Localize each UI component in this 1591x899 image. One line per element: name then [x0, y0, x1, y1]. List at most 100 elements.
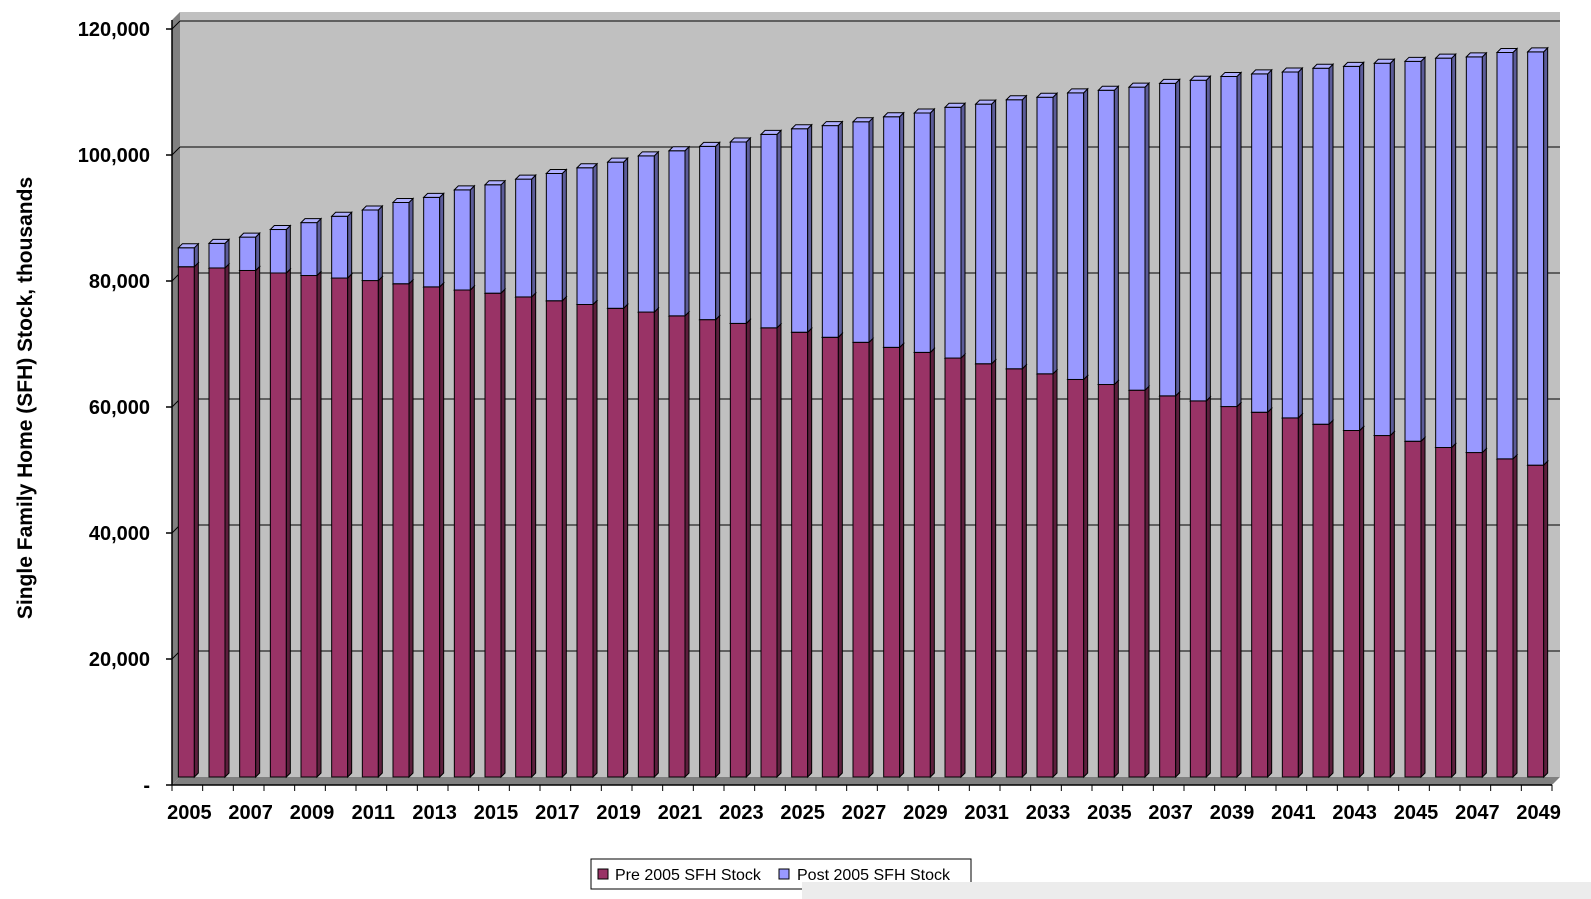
- gridline: [171, 146, 181, 156]
- bar-pre-2005: [545, 295, 568, 779]
- bar-pre-2005-front: [791, 331, 809, 778]
- bar-post-2005-side: [1205, 75, 1211, 403]
- bar-post-2005-top: [606, 157, 629, 163]
- bar-pre-2005-side: [377, 275, 383, 779]
- bar-pre-2005-front: [1496, 458, 1514, 778]
- bar-pre-2005: [637, 306, 660, 779]
- bar-pre-2005-front: [208, 267, 226, 778]
- bar-post-2005-top: [269, 225, 292, 231]
- bar-pre-2005-side: [1083, 374, 1089, 779]
- bar-pre-2005-front: [1097, 384, 1115, 778]
- bar-post-2005-side: [1052, 92, 1058, 376]
- bar-post-2005-top: [667, 146, 691, 152]
- bar-pre-2005: [790, 327, 813, 779]
- bar-post-2005-side: [1420, 56, 1426, 443]
- bar-post-2005-front: [1159, 82, 1177, 397]
- bar-post-2005: [1097, 85, 1120, 386]
- bar-post-2005-side: [561, 168, 567, 302]
- bar-pre-2005: [698, 314, 721, 779]
- bar-post-2005-side: [377, 204, 383, 282]
- bar-post-2005: [207, 238, 231, 270]
- x-tick-label: 2023: [719, 802, 764, 824]
- bar-pre-2005-side: [1328, 418, 1334, 779]
- bar-pre-2005-side: [1451, 442, 1457, 779]
- bar-pre-2005-front: [1404, 440, 1422, 778]
- bar-pre-2005-side: [1236, 401, 1242, 779]
- bar-pre-2005: [1035, 368, 1059, 779]
- bar-post-2005: [974, 98, 997, 365]
- bar-post-2005-side: [1512, 47, 1518, 461]
- bar-post-2005: [698, 141, 721, 321]
- bar-pre-2005-front: [760, 327, 778, 778]
- bar-post-2005: [391, 197, 415, 285]
- bar-post-2005-front: [1527, 51, 1545, 466]
- bar-post-2005-top: [1097, 85, 1120, 91]
- bar-pre-2005: [1311, 418, 1335, 779]
- bar-post-2005-front: [607, 161, 625, 309]
- bar-pre-2005-side: [1543, 459, 1549, 779]
- bar-pre-2005: [759, 322, 783, 779]
- bar-post-2005: [545, 168, 568, 302]
- bar-pre-2005: [1158, 390, 1181, 779]
- bar-post-2005: [821, 120, 844, 339]
- bar-post-2005-front: [545, 172, 563, 302]
- x-tick-label: 2031: [964, 802, 1009, 824]
- bar-pre-2005-front: [1159, 395, 1177, 778]
- bar-post-2005-side: [255, 231, 261, 272]
- bar-post-2005-top: [790, 124, 813, 130]
- bar-pre-2005-front: [1005, 368, 1023, 778]
- bars: [177, 46, 1549, 779]
- bar-post-2005-top: [1127, 82, 1151, 88]
- bar-pre-2005: [943, 352, 967, 779]
- bar-pre-2005-front: [1067, 378, 1085, 778]
- bar-pre-2005-side: [1113, 379, 1119, 779]
- bar-post-2005-side: [347, 211, 353, 280]
- bar-pre-2005-side: [1205, 395, 1211, 779]
- bar-pre-2005: [391, 278, 415, 779]
- bar-post-2005-top: [1495, 48, 1519, 53]
- bar-pre-2005: [1434, 442, 1457, 779]
- bar-post-2005: [790, 123, 813, 334]
- bar-post-2005-front: [177, 247, 195, 268]
- bar-pre-2005-front: [1312, 423, 1330, 778]
- bar-post-2005-front: [208, 242, 226, 269]
- bar-post-2005-side: [500, 179, 506, 295]
- x-tick-label: 2021: [658, 802, 703, 824]
- bar-post-2005-side: [1236, 71, 1242, 408]
- x-tick-label: 2005: [167, 802, 212, 824]
- bar-post-2005: [759, 129, 783, 330]
- bar-pre-2005-side: [653, 306, 659, 779]
- x-tick-label: 2041: [1271, 802, 1316, 824]
- bar-post-2005-front: [484, 184, 502, 294]
- bar-pre-2005-side: [807, 327, 813, 779]
- bar-pre-2005-side: [684, 310, 690, 779]
- bar-post-2005-front: [1435, 57, 1453, 449]
- bar-post-2005-top: [1311, 63, 1335, 69]
- bar-pre-2005-front: [300, 275, 318, 778]
- bar-post-2005-front: [1189, 79, 1207, 402]
- bar-post-2005: [1127, 81, 1151, 392]
- bar-post-2005-front: [1128, 86, 1146, 391]
- bar-post-2005-top: [1373, 58, 1396, 64]
- bar-pre-2005-front: [1251, 411, 1269, 778]
- bar-pre-2005: [514, 291, 537, 779]
- bar-post-2005-side: [745, 136, 751, 325]
- x-tick-label: 2045: [1394, 802, 1439, 824]
- bar-pre-2005-side: [1389, 430, 1395, 779]
- bar-post-2005: [299, 217, 323, 277]
- bar-post-2005-side: [1267, 68, 1273, 414]
- x-tick-label: 2015: [474, 802, 519, 824]
- x-tick-label: 2049: [1516, 802, 1561, 824]
- x-tick-label: 2007: [228, 802, 273, 824]
- y-tick-label: 40,000: [89, 523, 150, 545]
- bar-post-2005: [1373, 58, 1396, 437]
- bar-post-2005-top: [453, 185, 476, 191]
- bar-post-2005-top: [821, 121, 844, 127]
- bar-post-2005-front: [883, 116, 901, 348]
- bar-pre-2005-front: [1373, 435, 1391, 778]
- bar-post-2005-side: [469, 184, 475, 292]
- bar-pre-2005-front: [821, 336, 839, 778]
- bar-pre-2005-side: [347, 272, 353, 779]
- bar-pre-2005-front: [1220, 406, 1238, 778]
- bar-post-2005-top: [729, 137, 752, 143]
